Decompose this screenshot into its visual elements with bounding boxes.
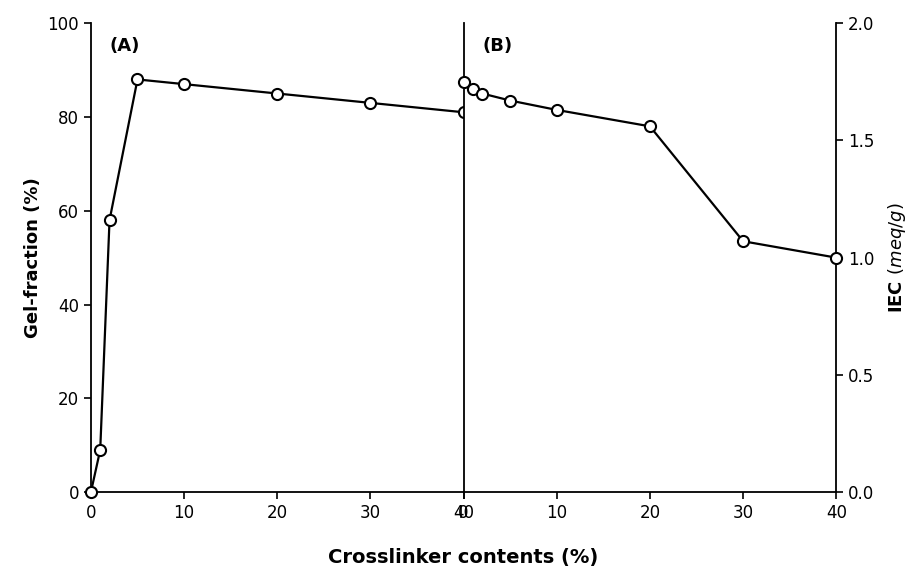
Y-axis label: IEC $\mathit{(meq/g)}$: IEC $\mathit{(meq/g)}$ [885, 203, 907, 313]
Text: (A): (A) [109, 37, 140, 55]
Text: Crosslinker contents (%): Crosslinker contents (%) [328, 548, 599, 567]
Text: (B): (B) [482, 37, 513, 55]
Y-axis label: Gel-fraction (%): Gel-fraction (%) [24, 177, 42, 338]
